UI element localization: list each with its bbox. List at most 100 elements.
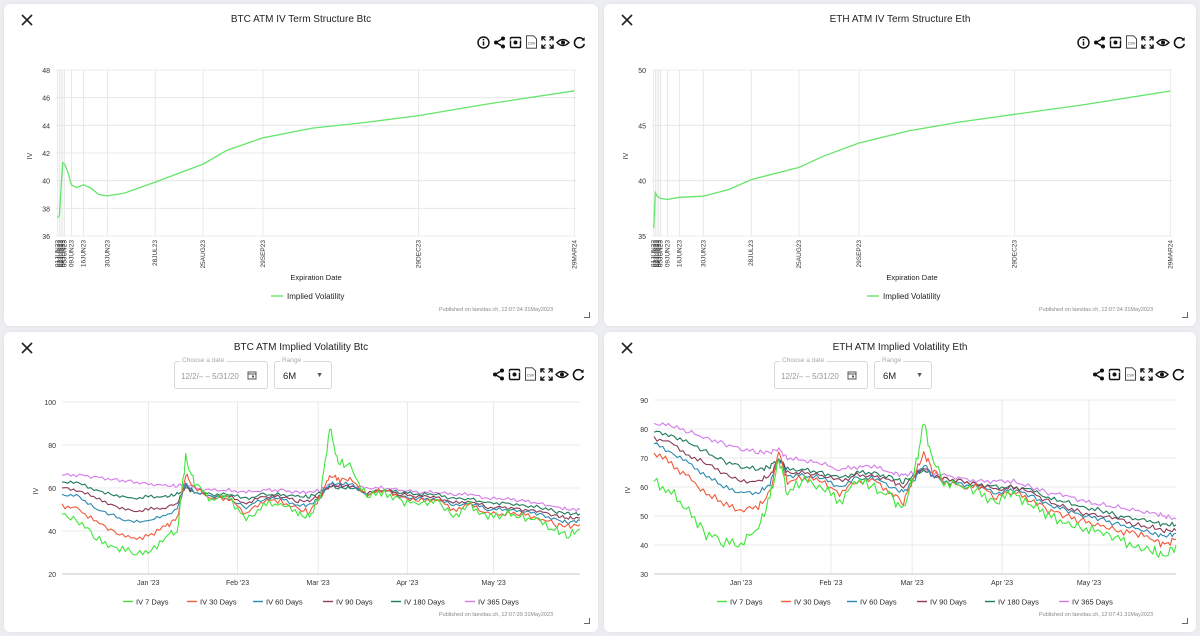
plot-area: 20 40 60 80 100 IV Jan '23 Feb '23 Mar '23 Apr '2… — [33, 400, 581, 607]
y-tick-label: 35 — [638, 234, 646, 241]
y-axis-label: IV — [27, 152, 34, 159]
screenshot-icon[interactable] — [508, 35, 522, 49]
expand-icon[interactable] — [1139, 367, 1153, 381]
x-tick-label: 29DEC23 — [416, 240, 423, 269]
y-axis-label: IV — [625, 486, 632, 493]
series-line-iv-365-days — [653, 422, 1177, 521]
refresh-icon[interactable] — [1171, 367, 1185, 381]
x-tick-label: May '23 — [1077, 580, 1101, 587]
chart-toolbar: CSV — [1076, 33, 1186, 51]
x-tick-label: 04JUN23 — [656, 240, 663, 267]
y-tick-label: 42 — [42, 151, 50, 158]
x-tick-label: 03JUN23 — [654, 240, 661, 267]
y-tick-label: 60 — [48, 486, 56, 493]
y-tick-label: 36 — [42, 234, 50, 241]
csv-icon[interactable]: CSV — [524, 35, 538, 49]
y-tick-label: 80 — [640, 427, 648, 434]
y-axis-label: IV — [623, 152, 630, 159]
share-icon[interactable] — [1091, 367, 1105, 381]
info-icon[interactable] — [476, 35, 490, 49]
date-range-picker[interactable]: Choose a date 12/2/‒ – 5/31/20 — [174, 357, 268, 389]
x-tick-label: 28JUL23 — [152, 240, 159, 266]
y-tick-label: 90 — [640, 398, 648, 405]
range-label: Range — [880, 357, 904, 364]
x-tick-label: 01JUN23 — [651, 240, 658, 267]
eye-icon[interactable] — [556, 35, 570, 49]
date-picker-label: Choose a date — [780, 357, 827, 364]
calendar-icon[interactable] — [847, 370, 857, 380]
refresh-icon[interactable] — [571, 367, 585, 381]
csv-icon[interactable]: CSV — [523, 367, 537, 381]
refresh-icon[interactable] — [1172, 35, 1186, 49]
share-icon[interactable] — [1092, 35, 1106, 49]
x-tick-label: Mar '23 — [307, 580, 330, 587]
y-tick-label: 44 — [42, 123, 50, 130]
close-icon[interactable] — [18, 339, 36, 357]
x-tick-label: Feb '23 — [819, 580, 842, 587]
btc-term-structure-panel: BTC ATM IV Term Structure Btc CSV 36 38 40… — [4, 4, 598, 326]
x-axis-label: Expiration Date — [886, 273, 937, 282]
x-tick-label: 29MAR24 — [571, 240, 578, 269]
chevron-down-icon: ▼ — [916, 372, 923, 379]
date-picker-label: Choose a date — [180, 357, 227, 364]
eye-icon[interactable] — [1155, 367, 1169, 381]
panel-title: ETH ATM Implied Volatility Eth — [832, 342, 968, 353]
share-icon[interactable] — [492, 35, 506, 49]
legend-label: IV 180 Days — [404, 598, 445, 607]
refresh-icon[interactable] — [572, 35, 586, 49]
series-line-implied-volatility — [57, 90, 575, 219]
legend-label: IV 180 Days — [998, 598, 1039, 607]
legend-label: Implied Volatility — [287, 292, 344, 301]
resize-handle[interactable] — [584, 312, 590, 318]
svg-text:CSV: CSV — [1126, 374, 1134, 378]
share-icon[interactable] — [491, 367, 505, 381]
chart-toolbar: CSV — [476, 33, 586, 51]
eye-icon[interactable] — [555, 367, 569, 381]
close-icon[interactable] — [618, 11, 636, 29]
legend: Implied Volatility — [867, 292, 940, 301]
close-icon[interactable] — [18, 11, 36, 29]
expand-icon[interactable] — [539, 367, 553, 381]
info-icon[interactable] — [1076, 35, 1090, 49]
x-tick-label: May '23 — [482, 580, 506, 587]
y-tick-label: 45 — [638, 123, 646, 130]
svg-text:CSV: CSV — [527, 42, 535, 46]
series-line-implied-volatility — [653, 90, 1171, 229]
range-select[interactable]: Range 6M ▼ — [874, 357, 932, 389]
y-tick-label: 100 — [44, 400, 56, 407]
legend: IV 7 Days IV 30 Days IV 60 Days IV 90 Days I… — [717, 598, 1113, 607]
x-tick-label: 16JUN23 — [676, 240, 683, 267]
resize-handle[interactable] — [1182, 312, 1188, 318]
range-select[interactable]: Range 6M ▼ — [274, 357, 332, 389]
resize-handle[interactable] — [1182, 618, 1188, 624]
y-tick-label: 40 — [638, 179, 646, 186]
published-note: Published on laevitas.ch, 12:07:39 31May… — [439, 612, 554, 618]
close-icon[interactable] — [618, 339, 636, 357]
panel-title: ETH ATM IV Term Structure Eth — [829, 14, 971, 25]
date-range-picker[interactable]: Choose a date 12/2/‒ – 5/31/20 — [774, 357, 868, 389]
y-tick-label: 40 — [640, 543, 648, 550]
screenshot-icon[interactable] — [1108, 35, 1122, 49]
screenshot-icon[interactable] — [1107, 367, 1121, 381]
date-picker-value: 12/2/‒ – 5/31/20 — [181, 372, 239, 381]
range-value: 6M — [883, 371, 897, 382]
range-label: Range — [280, 357, 304, 364]
plot-area: 30 40 50 60 70 80 90 IV Jan '23 Feb '23 Mar '23 Apr… — [625, 398, 1177, 607]
legend-label: IV 7 Days — [136, 598, 169, 607]
eye-icon[interactable] — [1156, 35, 1170, 49]
legend-label: IV 90 Days — [930, 598, 967, 607]
calendar-icon[interactable] — [247, 370, 257, 380]
published-note: Published on laevitas.ch, 12:07:41 31May… — [1039, 612, 1154, 618]
csv-icon[interactable]: CSV — [1123, 367, 1137, 381]
resize-handle[interactable] — [584, 618, 590, 624]
legend: Implied Volatility — [271, 292, 344, 301]
expand-icon[interactable] — [540, 35, 554, 49]
x-tick-label: 25AUG23 — [200, 240, 207, 269]
screenshot-icon[interactable] — [507, 367, 521, 381]
x-tick-label: 29DEC23 — [1012, 240, 1019, 269]
panel-title: BTC ATM Implied Volatility Btc — [233, 342, 369, 353]
expand-icon[interactable] — [1140, 35, 1154, 49]
x-tick-label: Mar '23 — [901, 580, 924, 587]
csv-icon[interactable]: CSV — [1124, 35, 1138, 49]
published-note: Published on laevitas.ch, 12:07:34 31May… — [439, 307, 554, 313]
